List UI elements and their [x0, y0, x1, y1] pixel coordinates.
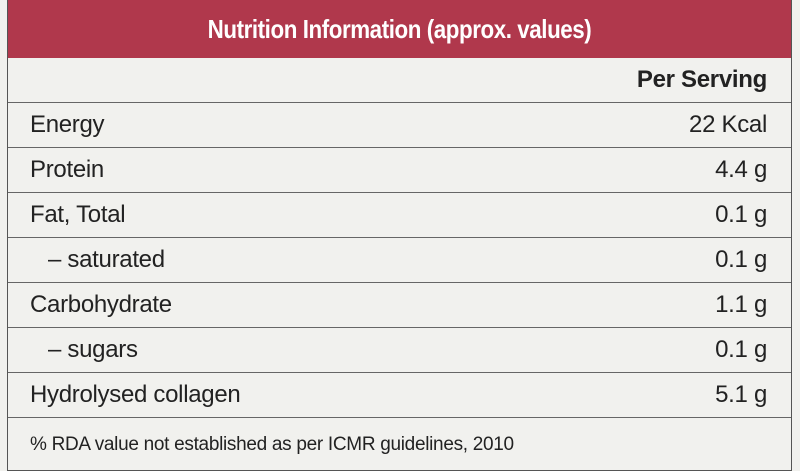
table-row: Fat, Total 0.1 g	[8, 192, 791, 237]
table-row: Carbohydrate 1.1 g	[8, 282, 791, 327]
nutrient-value: 5.1 g	[715, 381, 767, 408]
per-serving-header: Per Serving	[636, 66, 767, 93]
footnote: % RDA value not established as per ICMR …	[8, 417, 791, 471]
nutrient-value: 4.4 g	[715, 156, 767, 183]
nutrient-value: 0.1 g	[715, 336, 767, 363]
nutrient-label: Energy	[30, 111, 105, 138]
nutrient-value: 1.1 g	[715, 291, 767, 318]
table-row: Protein 4.4 g	[8, 147, 791, 192]
nutrient-label: Fat, Total	[30, 201, 126, 228]
nutrient-value: 0.1 g	[715, 201, 767, 228]
nutrient-label: Carbohydrate	[30, 291, 172, 318]
nutrient-label: Hydrolysed collagen	[30, 381, 241, 408]
column-header-row: Per Serving	[8, 58, 791, 102]
table-row: Hydrolysed collagen 5.1 g	[8, 372, 791, 417]
nutrient-value: 22 Kcal	[689, 111, 767, 138]
nutrient-value: 0.1 g	[715, 246, 767, 273]
table-header-bar: Nutrition Information (approx. values)	[8, 0, 791, 58]
table-row: – saturated 0.1 g	[8, 237, 791, 282]
table-title: Nutrition Information (approx. values)	[62, 0, 737, 58]
nutrition-table: Nutrition Information (approx. values) P…	[7, 0, 792, 471]
nutrient-sub-label: – sugars	[48, 336, 138, 363]
table-row: Energy 22 Kcal	[8, 102, 791, 147]
nutrient-sub-label: – saturated	[48, 246, 165, 273]
table-row: – sugars 0.1 g	[8, 327, 791, 372]
nutrient-label: Protein	[30, 156, 104, 183]
